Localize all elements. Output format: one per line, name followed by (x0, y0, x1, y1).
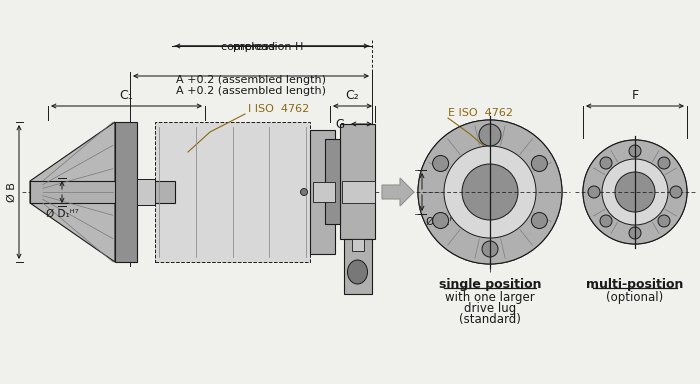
Circle shape (462, 164, 518, 220)
Circle shape (531, 212, 547, 228)
Circle shape (444, 146, 536, 238)
Circle shape (602, 159, 668, 225)
Circle shape (300, 189, 307, 195)
Circle shape (600, 215, 612, 227)
FancyBboxPatch shape (351, 239, 363, 251)
FancyBboxPatch shape (313, 182, 335, 202)
Text: F: F (631, 89, 638, 102)
Text: G: G (335, 118, 344, 131)
Polygon shape (382, 178, 414, 206)
FancyBboxPatch shape (155, 122, 310, 262)
Text: (standard): (standard) (459, 313, 521, 326)
FancyBboxPatch shape (344, 239, 372, 294)
Circle shape (531, 156, 547, 172)
Text: drive lug: drive lug (464, 302, 516, 315)
Text: compression H: compression H (220, 42, 303, 52)
Text: A +0.2 (assembled length): A +0.2 (assembled length) (176, 75, 326, 85)
Text: single position: single position (439, 278, 541, 291)
Circle shape (482, 241, 498, 257)
Text: preload: preload (233, 42, 275, 52)
Circle shape (418, 120, 562, 264)
FancyBboxPatch shape (342, 181, 375, 203)
Text: Ø B: Ø B (7, 182, 17, 202)
Circle shape (629, 145, 641, 157)
FancyBboxPatch shape (137, 179, 155, 205)
Text: (optional): (optional) (606, 291, 664, 304)
Text: A +0.2 (assembled length): A +0.2 (assembled length) (176, 86, 326, 96)
Text: with one larger: with one larger (445, 291, 535, 304)
Wedge shape (418, 120, 562, 264)
Ellipse shape (347, 260, 368, 284)
Circle shape (433, 212, 449, 228)
FancyBboxPatch shape (115, 122, 137, 262)
Circle shape (583, 140, 687, 244)
Circle shape (600, 157, 612, 169)
FancyBboxPatch shape (340, 124, 375, 239)
Text: Ø D₁ᴴ⁷: Ø D₁ᴴ⁷ (46, 209, 78, 219)
Text: I ISO  4762: I ISO 4762 (248, 104, 309, 114)
Circle shape (658, 157, 670, 169)
Circle shape (670, 186, 682, 198)
Wedge shape (583, 140, 687, 244)
FancyBboxPatch shape (310, 130, 335, 254)
FancyBboxPatch shape (30, 181, 175, 203)
Circle shape (629, 227, 641, 239)
Text: Ø D₂ᴴ⁷: Ø D₂ᴴ⁷ (426, 217, 459, 227)
Circle shape (479, 124, 501, 146)
Polygon shape (30, 122, 115, 262)
FancyBboxPatch shape (325, 139, 340, 224)
Circle shape (658, 215, 670, 227)
Text: C₁: C₁ (120, 89, 134, 102)
Circle shape (433, 156, 449, 172)
Circle shape (615, 172, 655, 212)
Text: C₂: C₂ (346, 89, 359, 102)
Text: multi-position: multi-position (587, 278, 684, 291)
Text: E ISO  4762: E ISO 4762 (448, 108, 513, 118)
Circle shape (588, 186, 600, 198)
